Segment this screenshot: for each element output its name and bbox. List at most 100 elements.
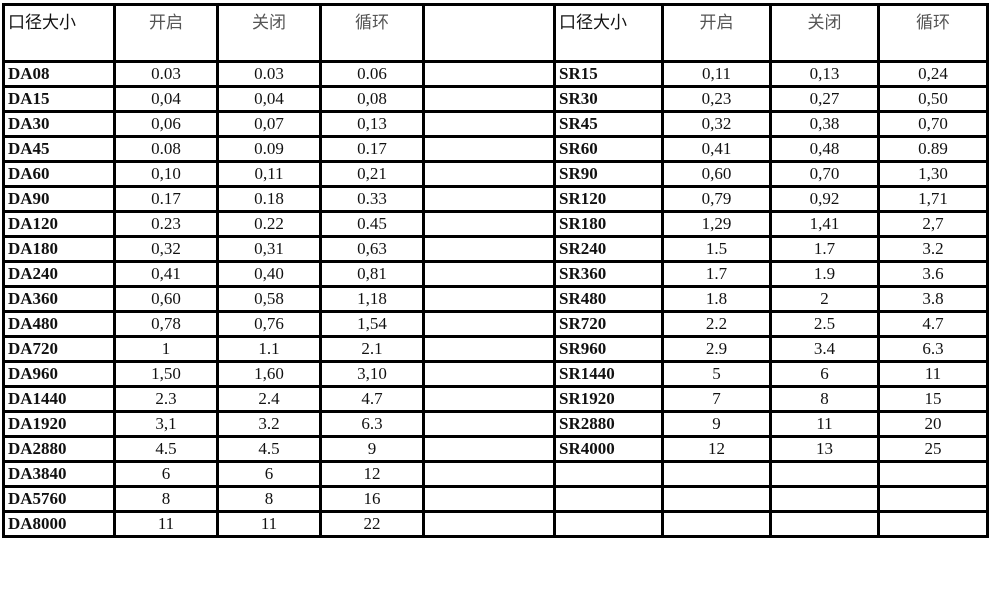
left-cycle-cell: 16 (319, 485, 425, 513)
right-close-cell (769, 460, 880, 488)
right-open-cell: 1,29 (661, 210, 772, 238)
spacer-cell (422, 60, 556, 88)
left-close-cell: 0.09 (216, 135, 322, 163)
spacer-cell (422, 260, 556, 288)
right-close-cell (769, 510, 880, 538)
spacer-cell (422, 485, 556, 513)
left-size-cell: DA60 (2, 160, 116, 188)
header-size: 口径大小 (2, 3, 116, 63)
spacer-cell (422, 185, 556, 213)
left-cycle-cell: 4.7 (319, 385, 425, 413)
right-close-cell: 1,41 (769, 210, 880, 238)
right-close-cell: 0,13 (769, 60, 880, 88)
right-open-cell: 7 (661, 385, 772, 413)
right-open-cell: 2.2 (661, 310, 772, 338)
right-cycle-cell: 11 (877, 360, 989, 388)
right-close-cell: 1.9 (769, 260, 880, 288)
right-open-cell: 1.7 (661, 260, 772, 288)
left-size-cell: DA480 (2, 310, 116, 338)
right-close-cell: 3.4 (769, 335, 880, 363)
left-open-cell: 0,32 (113, 235, 219, 263)
left-close-cell: 1.1 (216, 335, 322, 363)
spacer-cell (422, 85, 556, 113)
left-cycle-cell: 0.06 (319, 60, 425, 88)
valve-timing-table: 口径大小 开启 关闭 循环 口径大小 开启 关闭 循环 DA08 0.03 0.03… (2, 3, 989, 538)
right-open-cell: 0,79 (661, 185, 772, 213)
table-row: DA08 0.03 0.03 0.06 SR15 0,11 0,13 0,24 (2, 60, 989, 88)
right-size-cell (553, 460, 664, 488)
right-cycle-cell: 2,7 (877, 210, 989, 238)
left-size-cell: DA5760 (2, 485, 116, 513)
left-close-cell: 0,58 (216, 285, 322, 313)
left-close-cell: 0,40 (216, 260, 322, 288)
right-close-cell: 0,27 (769, 85, 880, 113)
left-cycle-cell: 0,13 (319, 110, 425, 138)
right-open-cell: 0,23 (661, 85, 772, 113)
left-size-cell: DA240 (2, 260, 116, 288)
right-cycle-cell: 0,50 (877, 85, 989, 113)
right-cycle-cell: 6.3 (877, 335, 989, 363)
left-open-cell: 0.03 (113, 60, 219, 88)
right-size-cell: SR15 (553, 60, 664, 88)
spacer-cell (422, 435, 556, 463)
left-cycle-cell: 1,54 (319, 310, 425, 338)
left-cycle-cell: 0.45 (319, 210, 425, 238)
right-cycle-cell: 0,70 (877, 110, 989, 138)
table-row: DA180 0,32 0,31 0,63 SR240 1.5 1.7 3.2 (2, 235, 989, 263)
header-close: 关闭 (216, 3, 322, 63)
left-cycle-cell: 0,81 (319, 260, 425, 288)
left-size-cell: DA960 (2, 360, 116, 388)
left-open-cell: 6 (113, 460, 219, 488)
left-size-cell: DA90 (2, 185, 116, 213)
left-size-cell: DA1440 (2, 385, 116, 413)
right-size-cell (553, 485, 664, 513)
right-cycle-cell: 20 (877, 410, 989, 438)
table-row: DA2880 4.5 4.5 9 SR4000 12 13 25 (2, 435, 989, 463)
header-cycle: 循环 (877, 3, 989, 63)
right-open-cell: 0,41 (661, 135, 772, 163)
spacer-cell (422, 460, 556, 488)
left-cycle-cell: 0.33 (319, 185, 425, 213)
right-cycle-cell: 1,30 (877, 160, 989, 188)
left-open-cell: 0,10 (113, 160, 219, 188)
right-open-cell: 0,32 (661, 110, 772, 138)
right-close-cell: 1.7 (769, 235, 880, 263)
left-close-cell: 2.4 (216, 385, 322, 413)
left-cycle-cell: 0.17 (319, 135, 425, 163)
left-cycle-cell: 9 (319, 435, 425, 463)
right-open-cell (661, 460, 772, 488)
left-close-cell: 0,04 (216, 85, 322, 113)
left-open-cell: 1,50 (113, 360, 219, 388)
header-cycle: 循环 (319, 3, 425, 63)
right-size-cell: SR2880 (553, 410, 664, 438)
table-row: DA240 0,41 0,40 0,81 SR360 1.7 1.9 3.6 (2, 260, 989, 288)
spacer-cell (422, 410, 556, 438)
spacer-cell (422, 385, 556, 413)
left-open-cell: 4.5 (113, 435, 219, 463)
right-open-cell: 0,60 (661, 160, 772, 188)
spacer-cell (422, 285, 556, 313)
left-open-cell: 0.17 (113, 185, 219, 213)
spacer-cell (422, 310, 556, 338)
left-close-cell: 3.2 (216, 410, 322, 438)
right-size-cell: SR45 (553, 110, 664, 138)
right-size-cell: SR480 (553, 285, 664, 313)
right-open-cell (661, 510, 772, 538)
table-row: DA3840 6 6 12 (2, 460, 989, 488)
right-open-cell: 1.8 (661, 285, 772, 313)
left-size-cell: DA3840 (2, 460, 116, 488)
table-row: DA30 0,06 0,07 0,13 SR45 0,32 0,38 0,70 (2, 110, 989, 138)
table-row: DA45 0.08 0.09 0.17 SR60 0,41 0,48 0.89 (2, 135, 989, 163)
spacer-cell (422, 160, 556, 188)
left-close-cell: 0.03 (216, 60, 322, 88)
right-size-cell: SR60 (553, 135, 664, 163)
table-row: DA720 1 1.1 2.1 SR960 2.9 3.4 6.3 (2, 335, 989, 363)
right-size-cell: SR240 (553, 235, 664, 263)
table-row: DA480 0,78 0,76 1,54 SR720 2.2 2.5 4.7 (2, 310, 989, 338)
left-size-cell: DA30 (2, 110, 116, 138)
right-close-cell (769, 485, 880, 513)
left-close-cell: 0,07 (216, 110, 322, 138)
left-open-cell: 8 (113, 485, 219, 513)
right-cycle-cell (877, 485, 989, 513)
left-cycle-cell: 2.1 (319, 335, 425, 363)
